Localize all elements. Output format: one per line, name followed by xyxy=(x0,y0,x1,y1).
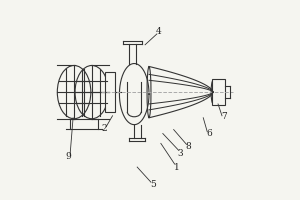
Text: 1: 1 xyxy=(174,163,179,172)
Text: 5: 5 xyxy=(150,180,156,189)
Text: 4: 4 xyxy=(156,27,162,36)
Text: 7: 7 xyxy=(221,112,227,121)
Text: 8: 8 xyxy=(186,142,191,151)
Text: 2: 2 xyxy=(101,124,107,133)
Text: 9: 9 xyxy=(65,152,71,161)
FancyBboxPatch shape xyxy=(105,72,116,112)
Bar xyxy=(212,79,225,105)
Text: 6: 6 xyxy=(206,129,212,138)
Text: 3: 3 xyxy=(178,149,183,158)
